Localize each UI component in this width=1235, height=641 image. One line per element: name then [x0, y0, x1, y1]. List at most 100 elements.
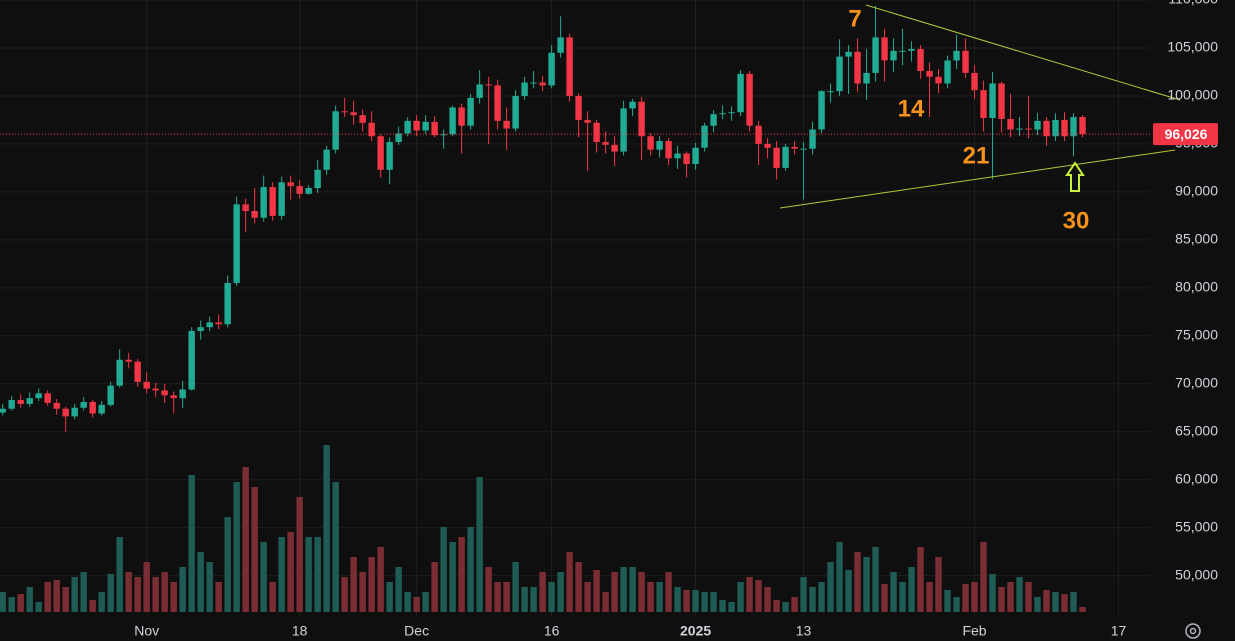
candle-body [629, 101, 636, 109]
volume-bar [1052, 592, 1059, 612]
candle-body [665, 141, 672, 159]
candle-body [845, 51, 852, 57]
candle-body [800, 148, 807, 150]
volume-bar [170, 582, 177, 612]
volume-bar [44, 582, 51, 612]
volume-bar [899, 582, 906, 612]
volume-bar [0, 592, 6, 612]
volume-bar [764, 587, 771, 612]
candle-body [539, 82, 546, 86]
volume-bar [773, 600, 780, 612]
candle-body [512, 95, 519, 129]
candle-body [278, 182, 285, 216]
candle-body [701, 125, 708, 148]
volume-bar [827, 562, 834, 612]
candle-body [368, 122, 375, 137]
volume-bar [332, 482, 339, 612]
candle-body [881, 37, 888, 61]
candle-body [737, 73, 744, 113]
volume-bar [566, 552, 573, 612]
candle-body [143, 381, 150, 389]
candle-body [557, 37, 564, 53]
candle-body [350, 112, 357, 116]
candle-body [404, 120, 411, 134]
volume-bar [1025, 582, 1032, 612]
candle-body [1070, 117, 1077, 137]
candle-body [89, 401, 96, 414]
candle-body [710, 114, 717, 126]
volume-bar [530, 587, 537, 612]
volume-bar [224, 517, 231, 612]
volume-bar [431, 562, 438, 612]
settings-icon[interactable] [1185, 623, 1201, 639]
volume-bar [494, 582, 501, 612]
y-tick-label: 50,000 [1175, 566, 1218, 582]
volume-bar [1007, 582, 1014, 612]
volume-bar [449, 542, 456, 612]
candle-body [422, 121, 429, 131]
volume-bar [350, 557, 357, 612]
candle-body [431, 121, 438, 136]
candle-body [1043, 120, 1050, 137]
volume-bar [701, 592, 708, 612]
candle-body [1061, 119, 1068, 137]
volume-bar [125, 572, 132, 612]
candle-body [116, 359, 123, 386]
y-tick-label: 70,000 [1175, 374, 1218, 390]
volume-bar [728, 602, 735, 612]
candle-body [53, 402, 60, 409]
candle-body [656, 141, 663, 150]
volume-bar [521, 587, 528, 612]
candle-body [1034, 120, 1041, 130]
volume-bar [314, 537, 321, 612]
volume-bar [629, 567, 636, 612]
volume-bar [53, 580, 60, 612]
volume-bar [647, 582, 654, 612]
candle-body [80, 401, 87, 408]
x-tick-label: Nov [134, 623, 159, 639]
candle-body [44, 393, 51, 403]
candle-body [854, 51, 861, 84]
candle-body [359, 115, 366, 123]
candle-body [485, 84, 492, 86]
candle-body [125, 359, 132, 362]
volume-bar [962, 584, 969, 612]
volume-bar [710, 592, 717, 612]
volume-bar [197, 552, 204, 612]
candle-body [71, 407, 78, 417]
candle-body [971, 72, 978, 91]
volume-bar [152, 577, 159, 612]
volume-bar [1016, 577, 1023, 612]
volume-bar [854, 552, 861, 612]
volume-bar [260, 542, 267, 612]
volume-bar [134, 577, 141, 612]
x-tick-label: 2025 [680, 623, 711, 639]
volume-bar [305, 537, 312, 612]
last-price-tag [1153, 123, 1218, 146]
candle-body [530, 82, 537, 84]
volume-bar [584, 582, 591, 612]
candle-body [836, 56, 843, 92]
candle-body [413, 120, 420, 131]
volume-bar [215, 582, 222, 612]
candle-body [296, 186, 303, 194]
candle-body [638, 101, 645, 137]
volume-bar [602, 592, 609, 612]
volume-bar [269, 582, 276, 612]
arrow-up [1065, 161, 1085, 192]
candle-body [233, 204, 240, 284]
annotation: 14 [898, 95, 925, 122]
candle-body [197, 327, 204, 331]
volume-bar [107, 574, 114, 612]
candle-body [269, 187, 276, 216]
candle-body [377, 136, 384, 170]
volume-bar [233, 482, 240, 612]
candle-body [1052, 119, 1059, 137]
x-tick-label: Dec [404, 623, 429, 639]
candle-body [719, 113, 726, 115]
volume [0, 445, 1086, 612]
candle-body [962, 50, 969, 73]
